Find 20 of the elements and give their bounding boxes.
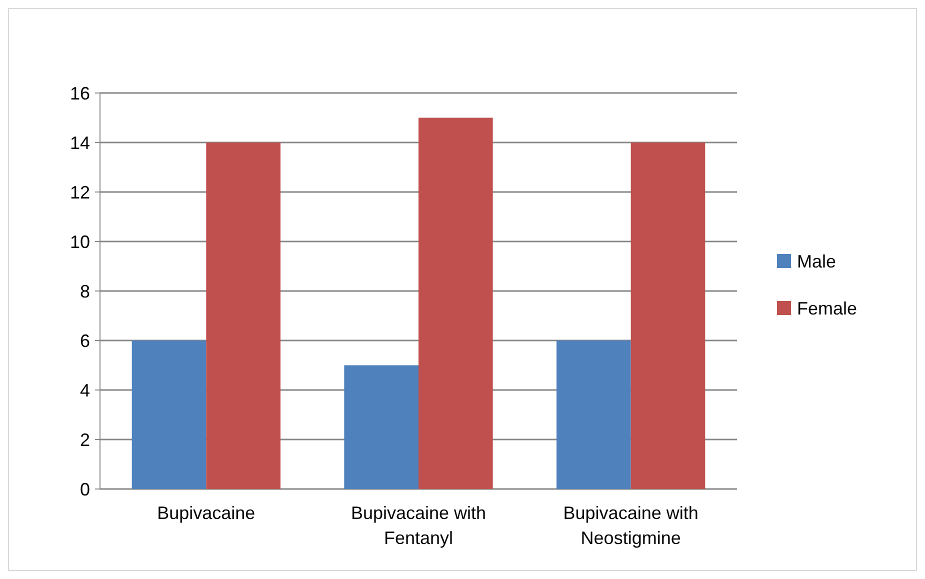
y-tick-label: 4 <box>80 380 90 400</box>
x-tick-label: Bupivacaine with Fentanyl <box>350 503 486 548</box>
bar <box>630 142 706 489</box>
legend-label: Female <box>797 298 858 318</box>
y-tick-label: 10 <box>70 232 90 252</box>
y-tick-label: 8 <box>80 281 90 302</box>
y-tick-label: 2 <box>80 430 90 450</box>
legend-label: Male <box>797 251 836 272</box>
bar <box>418 118 493 489</box>
y-tick-label: 12 <box>70 182 90 202</box>
y-tick-label: 6 <box>80 330 90 351</box>
x-tick-label: Bupivacaine <box>157 503 256 523</box>
bar <box>132 340 206 489</box>
bar <box>206 142 280 489</box>
bar <box>556 340 631 489</box>
y-tick-label: 0 <box>80 479 90 500</box>
y-tick-label: 14 <box>70 132 90 153</box>
bar <box>344 365 418 489</box>
y-tick-label: 16 <box>70 83 90 104</box>
x-tick-label: Bupivacaine with Neostigmine <box>563 503 698 548</box>
